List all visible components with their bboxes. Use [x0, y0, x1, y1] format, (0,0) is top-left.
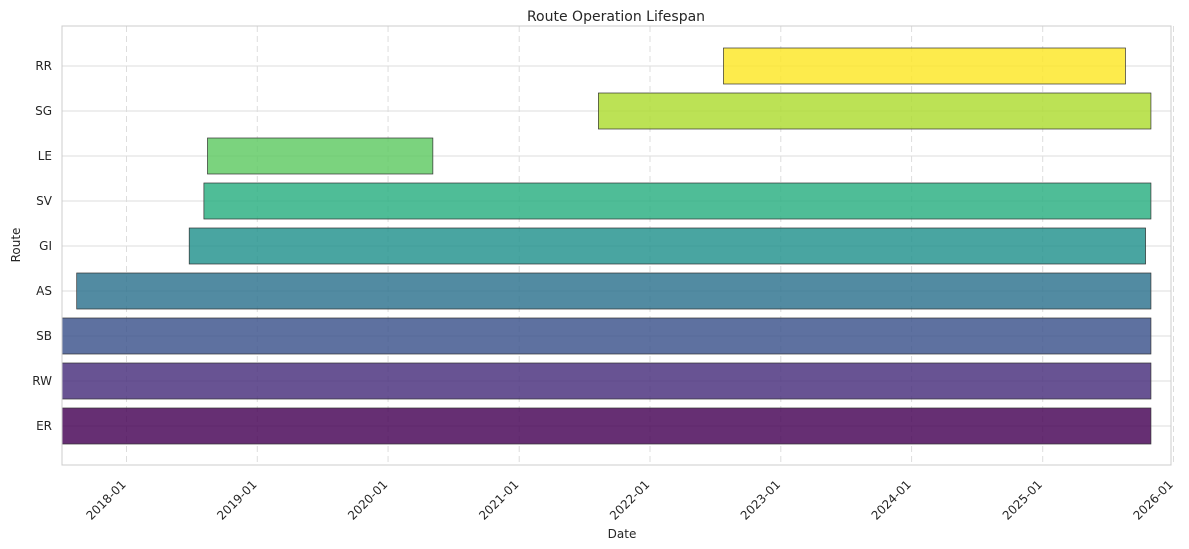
y-tick-label: AS — [36, 284, 52, 298]
y-tick-label: SG — [35, 104, 52, 118]
bar-sg — [598, 92, 1152, 130]
bar-er — [61, 407, 1152, 445]
y-tick-label: ER — [36, 419, 52, 433]
plot-frame — [61, 25, 1172, 466]
y-tick-label: SB — [36, 329, 52, 343]
bar-sb — [61, 317, 1152, 355]
bar-rw — [61, 362, 1152, 400]
y-tick-label: RR — [35, 59, 52, 73]
bar-layer — [61, 47, 1152, 445]
y-tick-labels: ER RW SB AS GI SV LE SG RR — [32, 59, 53, 433]
bar-sv — [203, 182, 1152, 220]
chart-title: Route Operation Lifespan — [527, 9, 705, 25]
bar-gi — [188, 227, 1146, 265]
x-tick-labels: 2018-01 2019-01 2020-01 2021-01 2022-01 2023-… — [83, 477, 1175, 522]
bar-as — [76, 272, 1152, 310]
bar-le — [207, 137, 434, 175]
y-tick-label: SV — [36, 194, 53, 208]
x-tick-label: 2018-01 — [83, 477, 128, 522]
y-tick-label: LE — [38, 149, 52, 163]
x-tick-label: 2026-01 — [1130, 477, 1175, 522]
x-tick-label: 2024-01 — [869, 477, 914, 522]
y-tick-label: RW — [32, 374, 52, 388]
bar-rr — [723, 47, 1126, 85]
x-tick-label: 2020-01 — [345, 477, 390, 522]
x-axis-title: Date — [608, 527, 637, 541]
x-tick-label: 2019-01 — [214, 477, 259, 522]
x-tick-label: 2021-01 — [476, 477, 521, 522]
x-tick-label: 2025-01 — [1000, 477, 1045, 522]
y-tick-label: GI — [39, 239, 52, 253]
y-axis-title: Route — [9, 228, 23, 263]
x-tick-label: 2023-01 — [738, 477, 783, 522]
x-tick-label: 2022-01 — [607, 477, 652, 522]
